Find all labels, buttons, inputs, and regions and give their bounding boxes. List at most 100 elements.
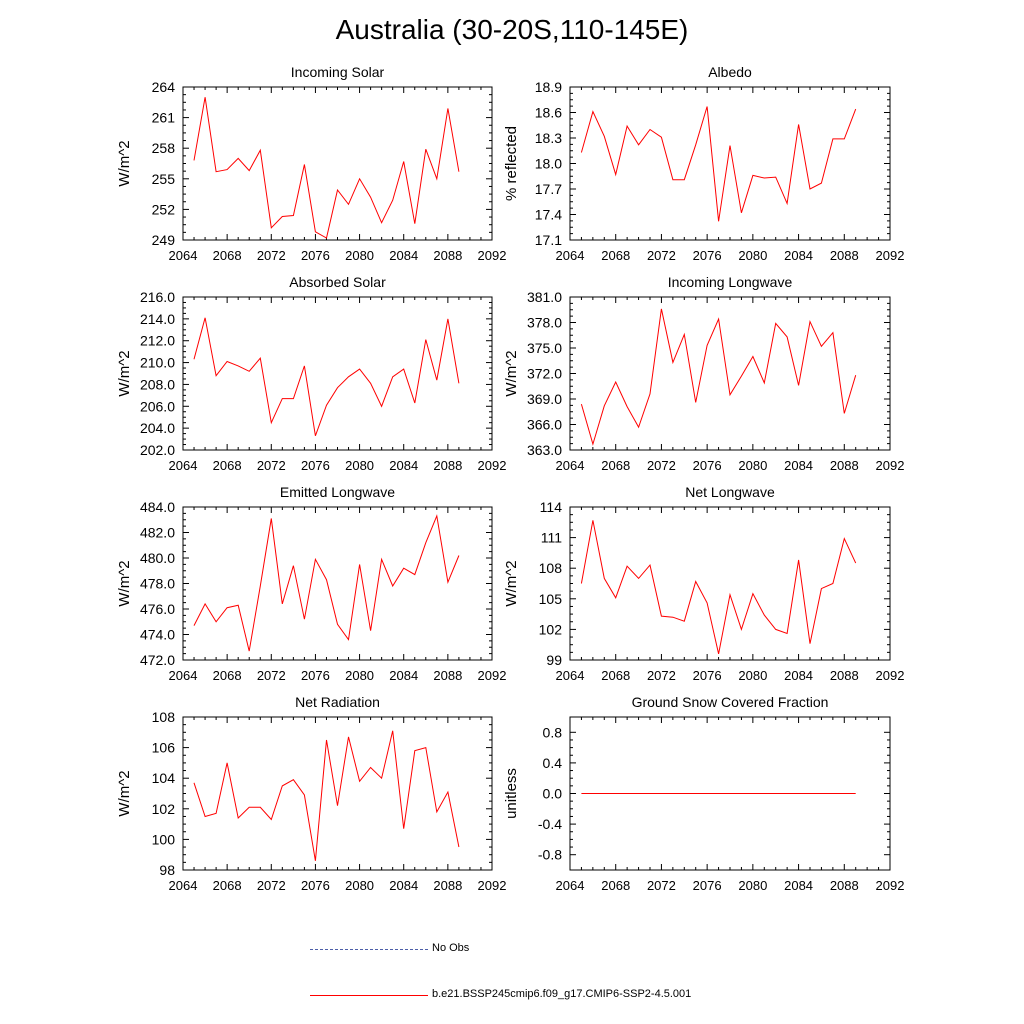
y-tick-label: 18.0 <box>535 156 562 172</box>
x-tick-label: 2064 <box>556 878 585 893</box>
x-tick-label: 2072 <box>647 668 676 683</box>
y-tick-label: 18.3 <box>535 130 562 146</box>
x-tick-label: 2064 <box>169 668 198 683</box>
panel-title: Incoming Longwave <box>668 274 793 290</box>
x-tick-label: 2068 <box>213 668 242 683</box>
series-line-0 <box>580 520 857 655</box>
x-tick-label: 2072 <box>257 248 286 263</box>
x-tick-label: 2092 <box>478 668 507 683</box>
plot-frame <box>182 86 493 241</box>
x-tick-label: 2084 <box>389 248 418 263</box>
x-tick-label: 2072 <box>257 458 286 473</box>
x-tick-label: 2072 <box>647 458 676 473</box>
y-tick-label: 102 <box>539 621 563 637</box>
x-tick-label: 2080 <box>738 668 767 683</box>
x-tick-label: 2092 <box>876 668 905 683</box>
y-tick-label: 204.0 <box>140 420 175 436</box>
series-line-0 <box>193 730 460 861</box>
y-tick-label: 17.7 <box>535 181 562 197</box>
y-tick-label: 114 <box>540 499 563 515</box>
y-tick-label: 111 <box>541 530 562 546</box>
x-tick-label: 2080 <box>345 668 374 683</box>
y-tick-label: 0.4 <box>543 755 563 771</box>
x-tick-label: 2080 <box>345 248 374 263</box>
panel-albedo: Albedo % reflected 2064 2068 2072 2076 2080 208… <box>503 64 904 263</box>
y-tick-label: 381.0 <box>527 289 562 305</box>
x-tick-label: 2092 <box>876 878 905 893</box>
y-tick-label: 214.0 <box>140 311 175 327</box>
x-tick-label: 2084 <box>784 458 813 473</box>
panel-title: Emitted Longwave <box>280 484 395 500</box>
plot-frame <box>182 506 493 661</box>
x-tick-label: 2088 <box>830 458 859 473</box>
x-tick-label: 2092 <box>478 458 507 473</box>
x-tick-label: 2068 <box>213 248 242 263</box>
series-line-0 <box>193 514 460 652</box>
y-tick-label: 372.0 <box>527 366 562 382</box>
x-tick-label: 2084 <box>784 668 813 683</box>
y-axis-label: W/m^2 <box>116 350 133 396</box>
y-axis-label: W/m^2 <box>116 770 133 816</box>
y-tick-label: 255 <box>152 171 176 187</box>
x-tick-label: 2068 <box>601 458 630 473</box>
x-tick-label: 2076 <box>693 668 722 683</box>
x-tick-label: 2088 <box>433 248 462 263</box>
y-axis-label: W/m^2 <box>503 350 520 396</box>
y-tick-label: 105 <box>539 591 563 607</box>
panel-net-radiation: Net Radiation W/m^2 2064 2068 2072 2076 2080 20… <box>116 694 506 893</box>
y-tick-label: 98 <box>159 862 175 878</box>
y-tick-label: 210.0 <box>140 355 175 371</box>
panel-title: Net Radiation <box>295 694 380 710</box>
x-tick-label: 2084 <box>389 668 418 683</box>
panel-absorbed-solar: Absorbed Solar W/m^2 2064 2068 2072 2076 2080 2… <box>116 274 506 473</box>
y-tick-label: 0.8 <box>543 724 563 740</box>
x-tick-label: 2076 <box>301 248 330 263</box>
plot-frame <box>569 506 891 661</box>
panel-title: Absorbed Solar <box>289 274 386 290</box>
x-tick-label: 2084 <box>784 878 813 893</box>
x-tick-label: 2064 <box>169 248 198 263</box>
y-tick-label: 366.0 <box>527 417 562 433</box>
y-tick-label: 100 <box>152 831 176 847</box>
panel-title: Net Longwave <box>685 484 775 500</box>
y-tick-label: 0.0 <box>543 786 563 802</box>
y-tick-label: 17.4 <box>535 207 562 223</box>
y-tick-label: 99 <box>546 652 562 668</box>
x-tick-label: 2072 <box>257 668 286 683</box>
x-tick-label: 2076 <box>301 458 330 473</box>
y-axis-label: % reflected <box>503 126 520 201</box>
y-tick-label: 484.0 <box>140 499 175 515</box>
y-axis-label: W/m^2 <box>503 560 520 606</box>
x-tick-label: 2068 <box>601 248 630 263</box>
series-line-0 <box>580 308 857 446</box>
x-tick-label: 2088 <box>433 458 462 473</box>
y-tick-label: 102 <box>152 801 176 817</box>
x-tick-label: 2080 <box>345 458 374 473</box>
y-tick-label: 378.0 <box>527 315 562 331</box>
x-tick-label: 2076 <box>301 878 330 893</box>
x-tick-label: 2084 <box>389 458 418 473</box>
y-axis-label: W/m^2 <box>116 140 133 186</box>
legend-label: No Obs <box>432 942 470 954</box>
x-tick-label: 2068 <box>601 668 630 683</box>
x-tick-label: 2068 <box>213 458 242 473</box>
y-tick-label: 258 <box>152 140 176 156</box>
y-tick-label: 106 <box>152 740 176 756</box>
x-tick-label: 2068 <box>601 878 630 893</box>
y-tick-label: 472.0 <box>140 652 175 668</box>
panel-title: Albedo <box>708 64 752 80</box>
y-axis-label: unitless <box>503 768 520 819</box>
x-tick-label: 2076 <box>301 668 330 683</box>
legend-swatch-solid <box>310 995 428 996</box>
x-tick-label: 2072 <box>647 248 676 263</box>
x-tick-label: 2072 <box>647 878 676 893</box>
x-tick-label: 2080 <box>738 248 767 263</box>
y-tick-label: 476.0 <box>140 601 175 617</box>
y-tick-label: 480.0 <box>140 550 175 566</box>
plot-frame <box>182 716 493 871</box>
panel-incoming-longwave: Incoming Longwave W/m^2 2064 2068 2072 2076 20… <box>503 274 904 473</box>
y-tick-label: 482.0 <box>140 525 175 541</box>
x-tick-label: 2064 <box>169 878 198 893</box>
x-tick-label: 2084 <box>784 248 813 263</box>
